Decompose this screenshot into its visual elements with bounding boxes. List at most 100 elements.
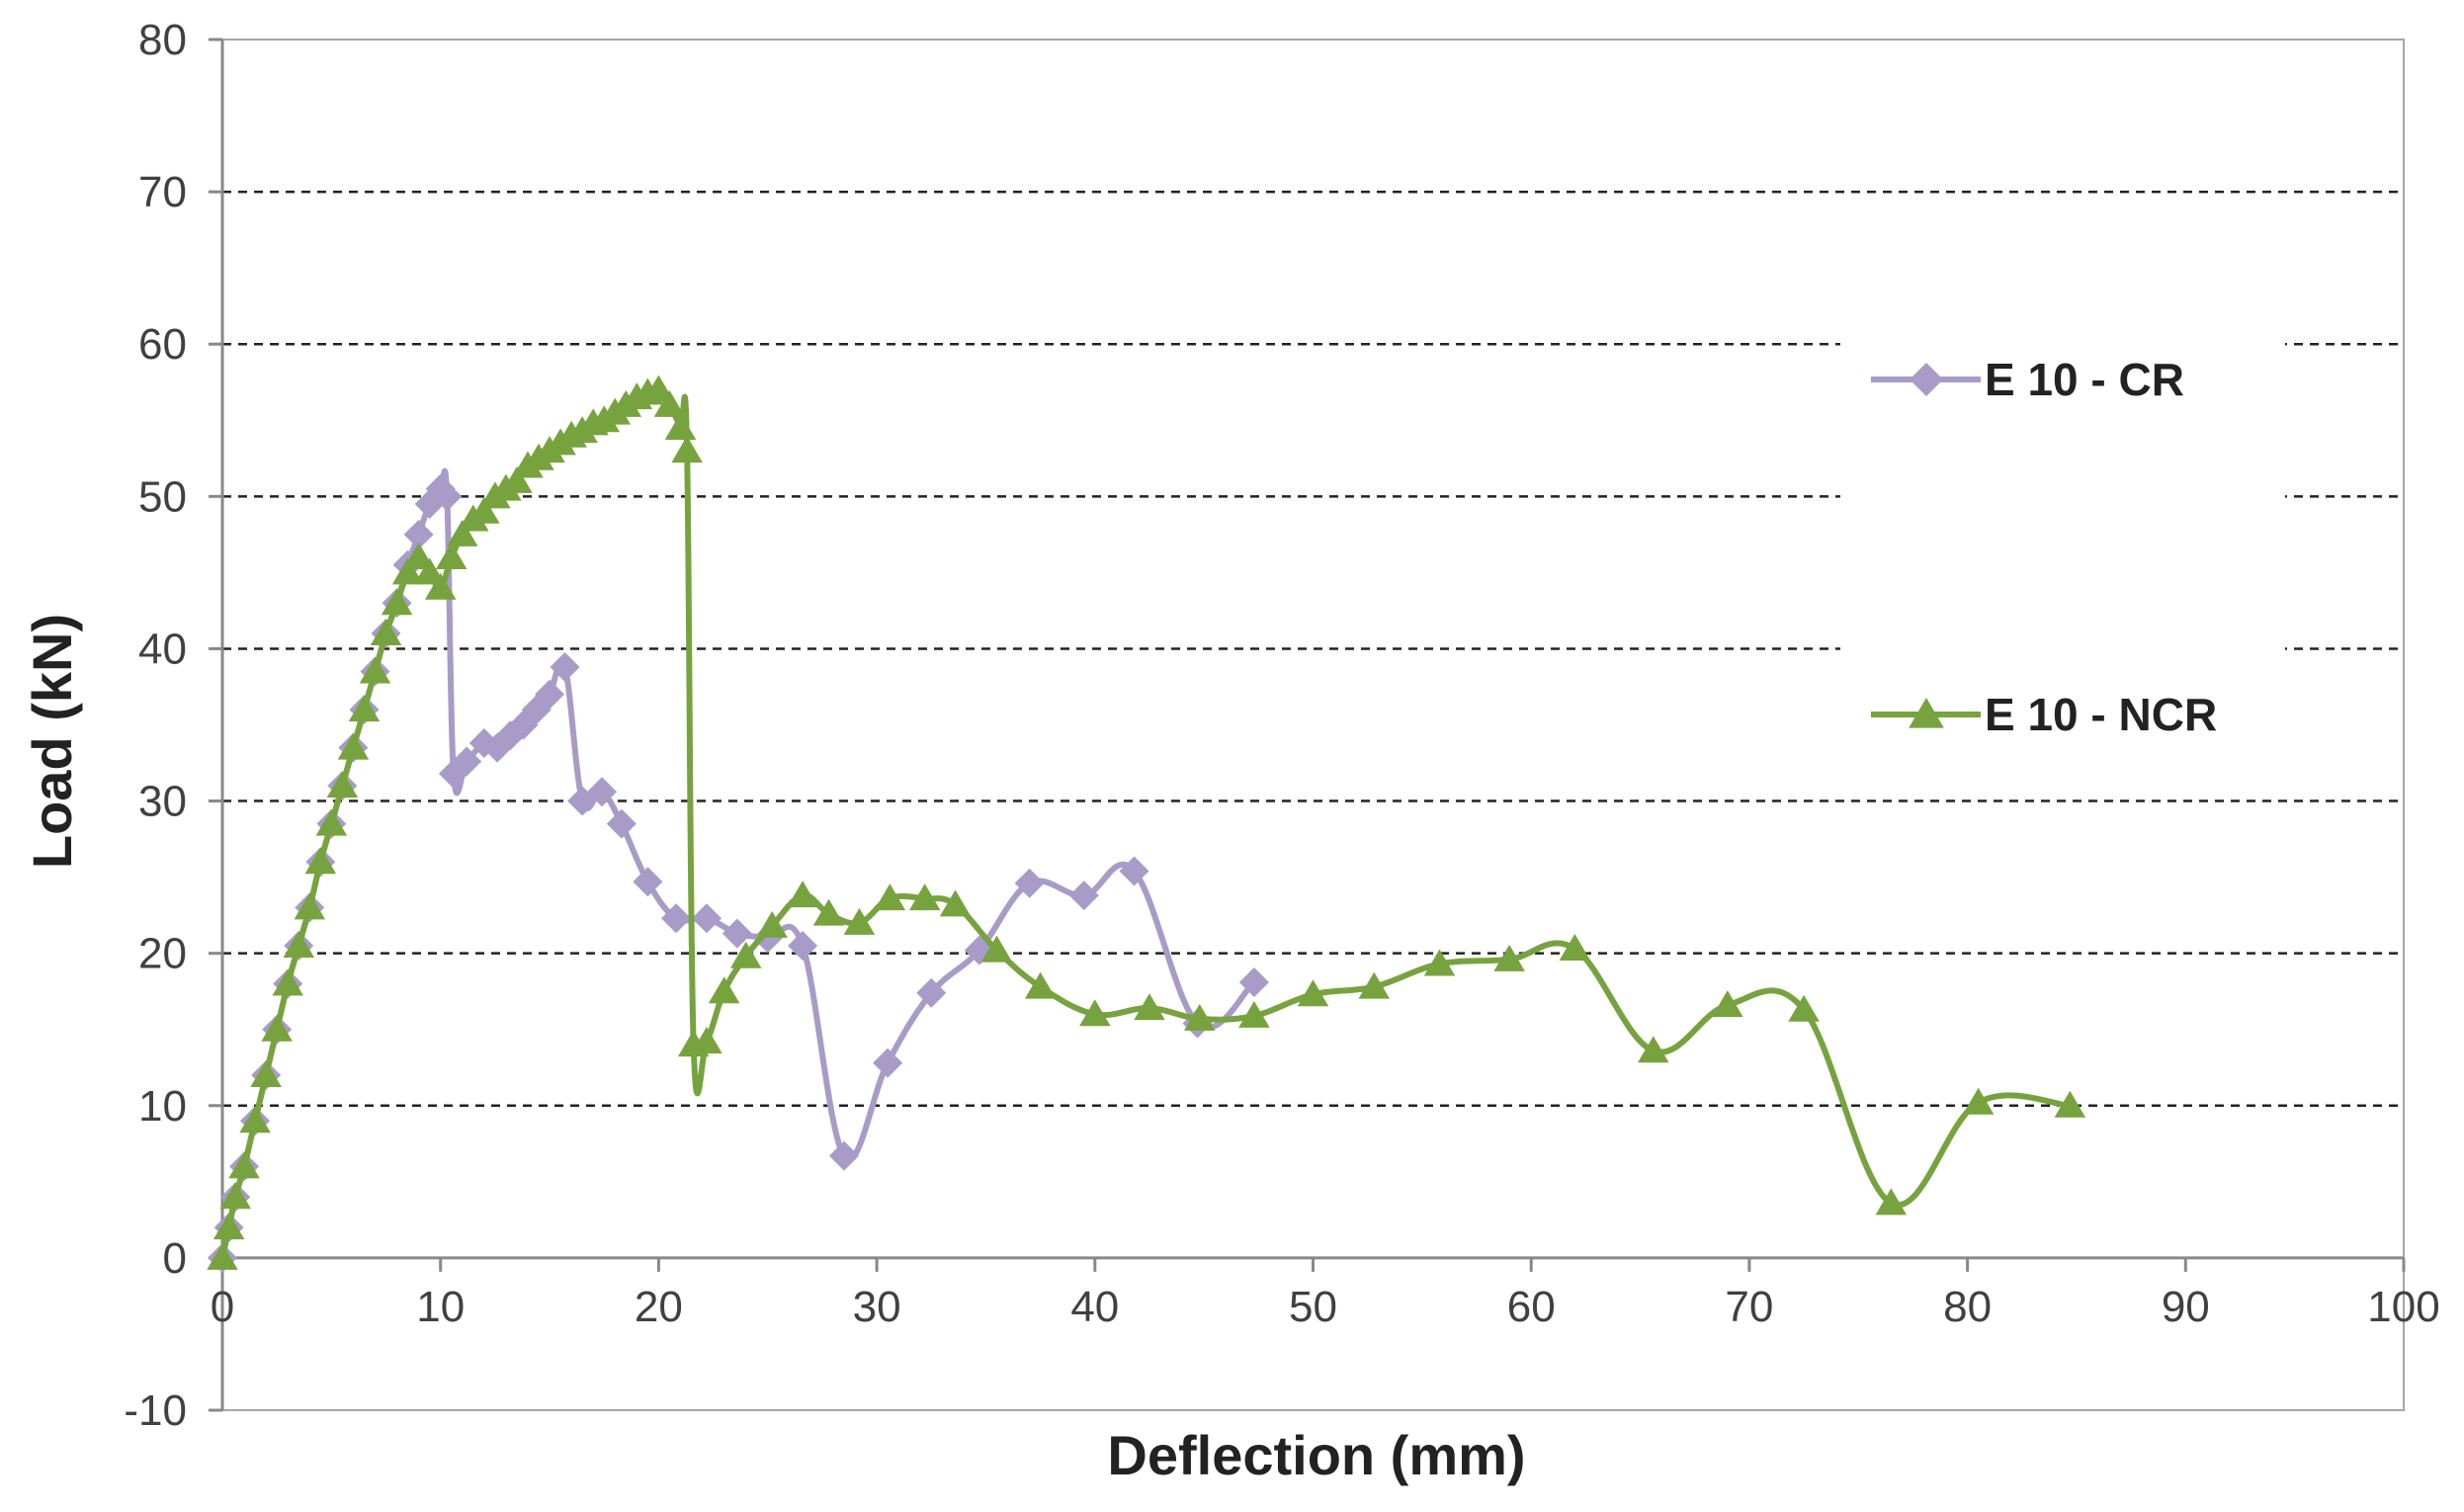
data-point [874,883,906,911]
data-point [402,542,435,569]
data-point [1358,971,1391,999]
legend-swatch-marker [1910,363,1943,396]
data-point [1024,971,1057,999]
data-point [691,903,722,934]
data-point [326,771,359,798]
data-point [359,656,391,684]
data-point [413,557,446,585]
x-tick-label: 40 [1070,1283,1119,1331]
y-tick-label: 30 [138,778,187,826]
y-tick-label: 60 [138,320,187,369]
data-point [261,1014,293,1042]
data-point [606,808,637,839]
data-point [1788,994,1820,1022]
data-point [435,542,467,569]
data-point [828,1140,859,1171]
data-point [239,1106,271,1134]
data-point [642,375,675,402]
x-tick-label: 90 [2162,1283,2210,1331]
data-point [980,935,1013,963]
data-point [304,847,337,875]
data-point [391,557,424,585]
x-tick-label: 0 [211,1283,234,1331]
data-point [691,1027,722,1054]
data-point [212,1213,245,1240]
x-tick-label: 100 [2367,1283,2439,1331]
y-tick-label: 10 [138,1082,187,1131]
y-tick-label: 80 [138,16,187,64]
data-point [250,1059,282,1087]
data-point [452,746,482,777]
x-tick-label: 60 [1507,1283,1556,1331]
data-point [1238,1000,1270,1028]
data-point [535,679,565,710]
y-tick-label: 0 [163,1234,187,1283]
data-point [843,907,876,935]
data-point [939,889,972,917]
data-point [432,481,463,512]
y-tick-label: 70 [138,168,187,216]
data-point [708,976,740,1004]
data-point [722,918,752,949]
axes [209,38,2406,1412]
data-point [788,930,818,961]
data-point [664,412,697,440]
data-point [1014,868,1045,898]
series-line [219,467,1257,1261]
x-tick-label: 50 [1289,1283,1337,1331]
data-point [315,808,348,836]
x-tick-label: 70 [1725,1283,1773,1331]
data-point [1559,934,1591,962]
x-tick-label: 30 [853,1283,901,1331]
x-tick-label: 10 [416,1283,465,1331]
legend-swatch-marker [1909,698,1944,728]
y-tick-label: 50 [138,472,187,521]
data-point [1183,1003,1216,1031]
data-point [1134,993,1165,1021]
data-point [812,898,845,926]
data-point [1297,979,1329,1007]
data-point [787,881,818,908]
data-point [381,588,413,616]
data-point [1079,999,1111,1027]
y-axis-title: Load (kN) [21,614,83,869]
x-tick-label: 80 [1943,1283,1992,1331]
data-point [272,968,303,996]
data-point [633,867,663,897]
data-point [653,389,686,417]
legend: E 10 - CR E 10 - NCR [1840,296,2285,781]
y-tick-label: -10 [124,1386,187,1435]
data-point [403,519,434,549]
data-point [916,977,947,1008]
y-tick-label: 20 [138,930,187,978]
tick-labels: -10 0 10 20 30 40 50 60 70 80 0 10 20 30 40 50 60 70 80 90 1… [124,16,2439,1435]
data-point [501,465,533,493]
data-point [729,941,762,968]
x-tick-label: 20 [635,1283,683,1331]
data-point [1712,990,1743,1018]
data-point [756,910,788,938]
y-tick-label: 40 [138,625,187,673]
data-point [1068,881,1099,911]
data-point [873,1048,903,1078]
data-point [207,1242,238,1270]
data-point [661,903,692,934]
legend-item-e10-ncr: E 10 - NCR [1871,689,2217,740]
series-line [219,385,2074,1261]
data-point [228,1151,260,1179]
data-point [2054,1090,2086,1118]
data-point [1962,1087,1995,1115]
series [207,375,2086,1273]
data-point [468,496,500,524]
data-point [447,519,478,546]
data-point [1119,856,1149,886]
x-axis-title: Deflection (mm) [1107,1424,1525,1486]
legend-label: E 10 - NCR [1985,689,2217,740]
data-point [337,732,370,760]
data-point [550,651,580,682]
series-e10-cr [208,467,1269,1273]
data-point [1423,949,1456,976]
data-point [1238,966,1269,997]
